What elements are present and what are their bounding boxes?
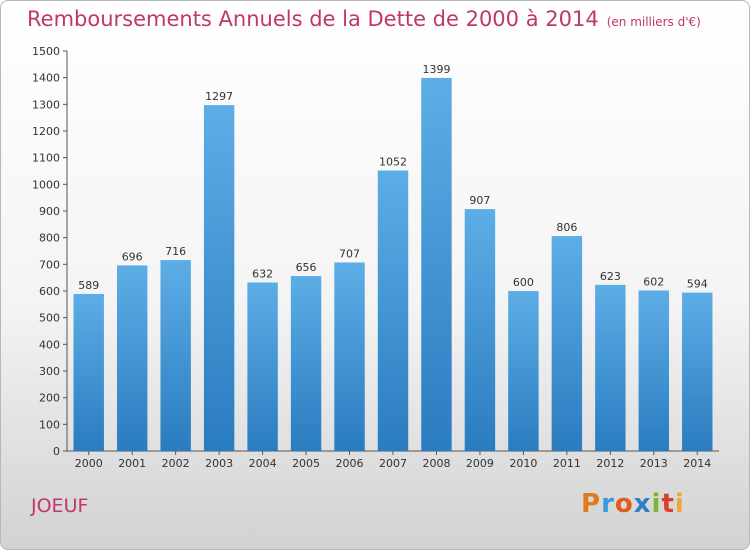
logo-letter: i [674, 489, 685, 519]
bar-value-label: 696 [122, 250, 143, 263]
bar-value-label: 1399 [422, 63, 450, 76]
chart-title: Remboursements Annuels de la Dette de 20… [27, 7, 701, 31]
bar [203, 105, 235, 451]
x-tick-label: 2003 [205, 457, 233, 470]
bar [160, 260, 191, 451]
bar-value-label: 1297 [205, 90, 233, 103]
chart-title-text: Remboursements Annuels de la Dette de 20… [27, 7, 599, 31]
bar [116, 265, 148, 451]
x-tick-label: 2005 [292, 457, 320, 470]
bar [638, 290, 670, 451]
y-tick-label: 900 [39, 205, 60, 218]
y-tick-label: 700 [39, 258, 60, 271]
bar-value-label: 632 [252, 267, 273, 280]
logo-letter: t [661, 489, 675, 519]
bar-value-label: 707 [339, 247, 360, 260]
city-name: JOEUF [31, 495, 89, 517]
y-tick-label: 1400 [32, 72, 60, 85]
logo-letter: o [614, 489, 634, 519]
y-tick-label: 1300 [32, 98, 60, 111]
x-tick-label: 2008 [422, 457, 450, 470]
x-tick-label: 2001 [118, 457, 146, 470]
y-tick-label: 1500 [32, 45, 60, 58]
x-tick-label: 2013 [640, 457, 668, 470]
bar-value-label: 907 [469, 194, 490, 207]
x-tick-label: 2014 [683, 457, 711, 470]
bar-value-label: 600 [513, 276, 534, 289]
bar [508, 291, 539, 451]
bar [682, 292, 713, 451]
x-tick-label: 2012 [596, 457, 624, 470]
bar [290, 276, 322, 451]
bar-value-label: 602 [643, 275, 664, 288]
bar [334, 262, 365, 451]
y-tick-label: 500 [39, 312, 60, 325]
x-tick-label: 2007 [379, 457, 407, 470]
proxiti-logo: Proxiti [581, 489, 685, 519]
y-tick-label: 600 [39, 285, 60, 298]
bar-value-label: 806 [556, 221, 577, 234]
bar-value-label: 623 [600, 270, 621, 283]
bar [421, 77, 452, 451]
y-tick-label: 400 [39, 338, 60, 351]
y-tick-label: 1200 [32, 125, 60, 138]
y-tick-label: 100 [39, 418, 60, 431]
x-tick-label: 2000 [75, 457, 103, 470]
logo-letter: x [633, 489, 652, 519]
bar-value-label: 656 [296, 261, 317, 274]
bar [595, 284, 626, 451]
x-tick-label: 2002 [162, 457, 190, 470]
bar [377, 170, 409, 451]
bar [247, 282, 278, 451]
bar [551, 236, 583, 451]
logo-letter: i [651, 489, 662, 519]
y-tick-label: 200 [39, 392, 60, 405]
y-tick-label: 1000 [32, 178, 60, 191]
bar-value-label: 716 [165, 245, 186, 258]
bar [464, 209, 496, 451]
x-tick-label: 2004 [249, 457, 277, 470]
x-tick-label: 2009 [466, 457, 494, 470]
bar-value-label: 1052 [379, 155, 407, 168]
chart-unit: (en milliers d'€) [606, 15, 701, 29]
y-tick-label: 800 [39, 232, 60, 245]
logo-letter: P [581, 489, 602, 519]
y-tick-label: 1100 [32, 152, 60, 165]
x-tick-label: 2011 [553, 457, 581, 470]
bar [73, 293, 104, 451]
logo-letter: r [601, 489, 615, 519]
y-tick-label: 300 [39, 365, 60, 378]
y-tick-label: 0 [53, 445, 60, 458]
x-tick-label: 2006 [336, 457, 364, 470]
bar-value-label: 589 [78, 279, 99, 292]
bar-value-label: 594 [687, 278, 708, 291]
x-tick-label: 2010 [509, 457, 537, 470]
